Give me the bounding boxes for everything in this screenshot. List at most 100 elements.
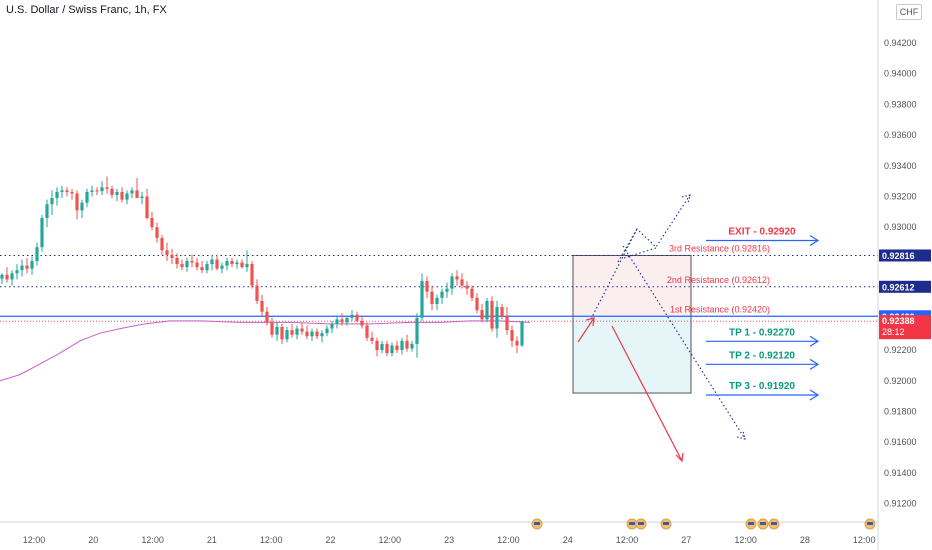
candle-body [40,218,44,248]
y-tick-label: 0.94000 [884,69,917,79]
event-flag-icon[interactable] [864,518,876,530]
candle-body [145,196,149,219]
event-flag-icon[interactable] [635,518,647,530]
x-tick-label: 21 [207,535,217,545]
candle-body [295,328,299,335]
y-tick-label: 0.91200 [884,499,917,509]
candle-body [125,193,129,200]
candle-body [410,343,414,349]
candle-body [90,190,94,192]
candle-body [110,188,114,195]
candle-body [405,340,409,349]
y-tick-label: 0.91400 [884,468,917,478]
x-tick-label: 12:00 [260,535,283,545]
event-flag-icon[interactable] [757,518,769,530]
event-flag-stripe [629,522,635,525]
event-flag-icon[interactable] [660,518,672,530]
target-label: TP 3 - 0.91920 [729,381,795,392]
event-flag-stripe [748,522,754,525]
candle-body [335,319,339,324]
candle-body [240,262,244,268]
y-tick-label: 0.93200 [884,192,917,202]
target-label: EXIT - 0.92920 [728,227,796,238]
x-tick-label: 12:00 [497,535,520,545]
candle-body [310,331,314,337]
projection-arrowhead [736,430,746,440]
candle-body [135,190,139,199]
x-tick-label: 20 [88,535,98,545]
event-flag-stripe [760,522,766,525]
candle-body [25,265,29,269]
candle-body [350,314,354,318]
x-tick-label: 12:00 [853,535,876,545]
candle-body [375,340,379,351]
candle-body [80,202,84,211]
candle-body [55,191,59,199]
candle-body [245,264,249,268]
y-tick-label: 0.91600 [884,437,917,447]
candle-body [115,191,119,195]
candle-body [200,267,204,271]
candle-body [370,337,374,341]
x-tick-label: 24 [563,535,573,545]
candle-body [465,285,469,289]
candle-body [95,190,99,192]
candle-body [500,307,504,317]
candle-body [485,300,489,320]
target-arrowhead [809,358,820,370]
candle-body [285,330,289,340]
candle-body [20,265,24,271]
candle-body [495,307,499,329]
candle-body [450,276,454,289]
candle-body [180,264,184,268]
candle-body [325,328,329,334]
moving-average-line [0,320,531,382]
x-tick-label: 27 [681,535,691,545]
x-tick-label: 28 [800,535,810,545]
candle-body [205,264,209,271]
candle-body [385,343,389,354]
event-flag-icon[interactable] [531,518,543,530]
candle-body [140,196,144,199]
candle-body [280,327,284,340]
target-label: TP 1 - 0.92270 [729,327,795,338]
y-tick-label: 0.93600 [884,130,917,140]
candle-body [230,261,234,265]
target-label: TP 2 - 0.92120 [729,350,795,361]
target-zone-box [573,316,691,394]
entry-arrow [577,317,595,343]
candle-body [420,280,424,318]
candle-body [260,300,264,312]
candle-body [130,190,134,194]
candle-body [165,250,169,255]
projection-arrowhead [681,194,691,204]
candle-body [70,191,74,194]
candle-body [505,316,509,331]
event-flag-icon[interactable] [745,518,757,530]
candle-body [65,190,69,192]
candle-body [75,193,79,211]
candle-body [455,276,459,280]
current-price-badge [879,315,931,340]
candle-body [515,340,519,346]
currency-button[interactable]: CHF [896,4,922,20]
candle-body [45,204,49,219]
x-tick-label: 12:00 [379,535,402,545]
candle-body [430,291,434,304]
target-arrowhead [809,335,820,347]
risk-zone-box [573,255,691,317]
candle-body [235,262,239,265]
event-flag-icon[interactable] [768,518,780,530]
candle-body [395,345,399,351]
candle-body [15,270,19,274]
projection-path [623,247,657,259]
candle-body [345,317,349,323]
candle-body [220,265,224,269]
y-tick-label: 0.92000 [884,376,917,386]
event-flag-stripe [771,522,777,525]
x-tick-label: 12:00 [141,535,164,545]
x-tick-label: 12:00 [616,535,639,545]
candle-body [105,187,109,189]
candle-body [425,280,429,292]
